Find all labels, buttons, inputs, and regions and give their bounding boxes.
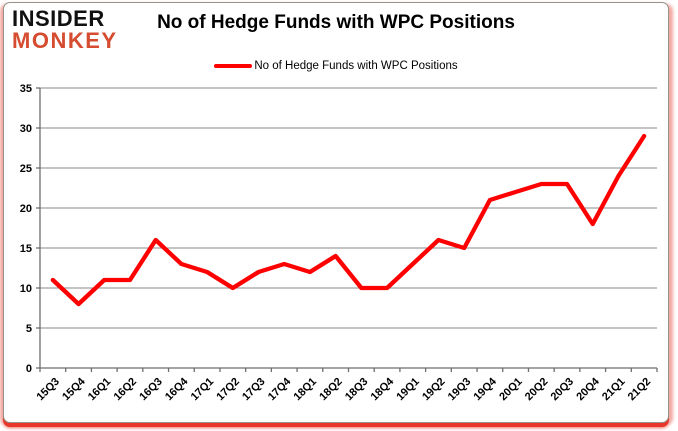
logo-word-insider: INSIDER (12, 6, 105, 31)
logo-word-monkey: MONKEY (12, 28, 118, 53)
y-axis-label: 15 (20, 243, 32, 255)
y-axis-label: 5 (26, 323, 32, 335)
x-axis-label: 17Q2 (214, 376, 242, 404)
x-axis-label: 16Q4 (163, 375, 191, 403)
x-axis-label: 19Q3 (446, 376, 474, 404)
y-axis-label: 10 (20, 283, 32, 295)
line-chart: 0510152025303515Q315Q416Q116Q216Q316Q417… (20, 83, 658, 404)
x-axis-label: 20Q4 (574, 375, 602, 403)
x-axis-label: 17Q4 (266, 375, 294, 403)
x-axis-label: 18Q2 (317, 376, 345, 404)
x-axis-label: 21Q2 (626, 376, 654, 404)
chart-title: No of Hedge Funds with WPC Positions (157, 12, 515, 33)
x-axis-label: 19Q2 (420, 376, 448, 404)
x-axis-label: 16Q2 (112, 376, 140, 404)
x-axis-label: 20Q1 (497, 376, 525, 404)
x-axis-label: 18Q1 (292, 376, 320, 404)
y-axis-label: 35 (20, 83, 32, 95)
x-axis-label: 16Q3 (137, 376, 165, 404)
x-axis-label: 21Q1 (600, 376, 628, 404)
x-axis-label: 19Q1 (394, 376, 422, 404)
insider-monkey-logo: INSIDER MONKEY (12, 8, 118, 52)
y-axis-label: 0 (26, 363, 32, 375)
x-axis-label: 18Q4 (369, 375, 397, 403)
y-axis-label: 30 (20, 123, 32, 135)
x-axis-label: 16Q1 (86, 376, 114, 404)
x-axis-label: 15Q4 (60, 375, 88, 403)
x-axis-label: 17Q1 (189, 376, 217, 404)
x-axis-label: 17Q3 (240, 376, 268, 404)
legend-label: No of Hedge Funds with WPC Positions (254, 60, 458, 72)
x-axis-label: 15Q3 (34, 376, 62, 404)
series-line (50, 133, 647, 307)
x-axis-label: 20Q2 (523, 376, 551, 404)
legend: No of Hedge Funds with WPC Positions (4, 60, 668, 72)
y-axis-label: 25 (20, 163, 32, 175)
legend-line-marker (214, 63, 253, 69)
x-axis-label: 18Q3 (343, 376, 371, 404)
y-axis-label: 20 (20, 203, 32, 215)
x-axis-label: 20Q3 (549, 376, 577, 404)
chart-frame: INSIDER MONKEY No of Hedge Funds with WP… (3, 2, 669, 423)
x-axis-label: 19Q4 (471, 375, 499, 403)
